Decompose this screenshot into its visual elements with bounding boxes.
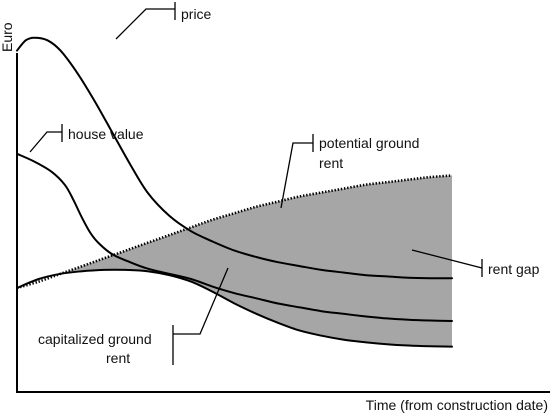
- rent-gap-area: [60, 175, 452, 347]
- annotation-label: house value: [68, 126, 144, 142]
- y-axis-label: Euro: [0, 22, 15, 52]
- annotation-leader: [173, 267, 229, 335]
- annotation-label: capitalized ground: [38, 331, 152, 347]
- annotation-leader: [29, 131, 62, 153]
- annotation-capitalized-ground-rent: capitalized ground rent: [38, 267, 229, 366]
- annotation-label: potential ground: [319, 135, 419, 151]
- annotation-label: rent: [106, 350, 130, 366]
- series-line-house-value: [16, 152, 453, 322]
- series-layer: [16, 36, 453, 348]
- annotation-leader: [280, 142, 313, 209]
- series-line-capitalized-ground-rent: [16, 268, 453, 348]
- annotation-price: price: [115, 2, 212, 40]
- annotation-label: price: [181, 6, 212, 22]
- annotation-rent-gap: rent gap: [411, 249, 540, 277]
- series-line-price: [16, 36, 453, 280]
- x-axis-label: Time (from construction date): [366, 397, 548, 413]
- annotation-label: rent: [319, 155, 343, 171]
- annotation-label: rent gap: [488, 261, 540, 277]
- annotation-leader: [115, 8, 175, 40]
- annotation-potential-ground-rent: potential ground rent: [280, 134, 419, 209]
- annotation-house-value: house value: [29, 124, 144, 153]
- annotation-leader: [411, 249, 483, 269]
